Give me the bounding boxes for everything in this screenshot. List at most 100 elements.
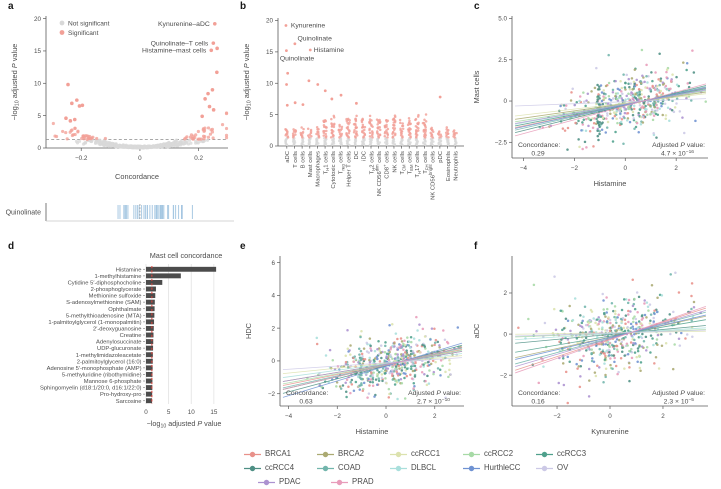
legend-marker-icon	[390, 465, 407, 471]
cohort-legend: BRCA1 BRCA2 ccRCC1 ccRCC2 ccRCC3 ccRCC4 COAD DL…	[244, 447, 664, 489]
category-labels: aDC T cells B cells Mast cells Macrophages TH…	[285, 150, 459, 200]
legend-marker-icon	[244, 465, 261, 471]
legend-cohort-label: ccRCC4	[265, 463, 295, 473]
legend-item-ccRCC2: ccRCC2	[463, 450, 536, 459]
x-tick-label: −2	[334, 413, 342, 420]
x-axis-title: Histamine	[356, 427, 389, 436]
bar-label: S-adenosylmethionine (SAM)	[66, 300, 141, 306]
y-tick-label: 0	[37, 145, 41, 152]
row-ticks	[143, 268, 145, 402]
bar-label: 5-methyluridine (ribothymidine)	[62, 373, 142, 379]
legend-marker-icon	[390, 451, 407, 457]
x-tick-label: 10	[188, 409, 196, 416]
y-tick-label: 0	[269, 143, 273, 150]
bar-label: 1-methylimidazoleacetate	[76, 353, 142, 359]
y-tick-label: 10	[266, 80, 274, 87]
x-axis-title: Kynurenine	[591, 427, 628, 436]
significant-points	[51, 21, 229, 142]
y-tick-label: 15	[266, 49, 274, 56]
y-tick-label: −2.5	[495, 140, 508, 147]
panel-letter-a: a	[8, 1, 14, 12]
legend-cohort-label: ccRCC3	[557, 449, 587, 459]
legend-row: PDAC PRAD	[258, 475, 664, 489]
category-label: TEM cells	[408, 151, 415, 174]
rug-label: Quinolinate	[6, 210, 41, 217]
panel-letter-e: e	[240, 241, 246, 252]
annotation-label: Quinolinate–T cells	[151, 40, 209, 47]
legend-cohort-label: PRAD	[352, 477, 374, 487]
category-label: T cells	[293, 151, 299, 168]
concordance-value: 0.16	[531, 399, 544, 406]
legend-item-HurthleCC: HurthleCC	[463, 464, 536, 473]
category-label: NK cells	[392, 151, 398, 173]
legend-item-PDAC: PDAC	[258, 478, 331, 487]
legend-cohort-label: ccRCC2	[484, 449, 514, 459]
category-label: Cytotoxic cells	[331, 151, 337, 189]
y-tick-label: −2	[500, 372, 508, 379]
bar-label: Pro-hydroxy-pro	[100, 392, 142, 398]
category-ticks	[286, 146, 456, 149]
panel-letter-c: c	[474, 1, 480, 12]
x-tick-label: 2	[661, 413, 665, 420]
bar-label: Ophthalmate	[108, 307, 141, 313]
panel-f-scatter-plot: −2 0 2 −2 0 2 Kynurenine aDC Concordance: 0.16 Adj…	[466, 246, 718, 442]
concordance-label: Concordance:	[518, 142, 560, 149]
panel-letter-f: f	[474, 241, 478, 252]
axes: −2 0 2 4 6 −4 −2 0 2 Histamine HDC	[244, 256, 464, 436]
plot-area	[514, 48, 707, 151]
y-tick-label: 20	[34, 16, 42, 23]
legend-item-ccRCC4: ccRCC4	[244, 464, 317, 473]
legend-marker-icon	[536, 465, 553, 471]
panel-a-volcano-plot: 0 5 10 15 20 −0.2 0 0.2 Concordance −log10 adjust…	[6, 6, 236, 238]
x-tick-label: −0.2	[75, 155, 88, 162]
category-label: pDC	[438, 150, 444, 163]
legend-label: Significant	[68, 30, 99, 37]
axes: −2 0 2 −2 0 2 Kynurenine aDC	[472, 256, 708, 436]
panel-c-scatter-plot: −2.5 0 2.5 5.0 −4 −2 0 2 Histamine Mast cells Conc…	[466, 6, 718, 196]
plot-legend: Not significant Significant	[59, 21, 110, 37]
axes: 0 5 10 15 20 −log10 adjusted P value	[242, 18, 464, 150]
y-axis-title: HDC	[244, 322, 253, 339]
legend-row: BRCA1 BRCA2 ccRCC1 ccRCC2 ccRCC3	[244, 447, 664, 461]
x-tick-label: 2	[674, 165, 678, 172]
category-label: aDC	[285, 150, 291, 163]
bar-label: 5-methylthioadenosine (MTA)	[66, 313, 142, 319]
category-label: CD8+ cells	[382, 151, 390, 179]
y-axis-title: aDC	[472, 323, 481, 338]
category-label: TFH cells	[423, 151, 430, 174]
y-tick-label: 5.0	[498, 16, 507, 23]
quinolinate-rug: Quinolinate	[6, 203, 234, 222]
bar-label: 1-methylhistamine	[94, 274, 141, 280]
legend-item-PRAD: PRAD	[331, 478, 404, 487]
y-tick-label: 2.5	[498, 57, 507, 64]
annotation-label: Histamine	[314, 47, 344, 54]
y-tick-label: −2	[268, 391, 276, 398]
y-axis-title: Mast cells	[472, 70, 481, 103]
legend-marker-icon	[463, 465, 480, 471]
stats-labels: Concordance: 0.16 Adjusted P value:2.3 × 1…	[518, 390, 705, 406]
x-axis-title: −log10 adjusted P value	[147, 419, 222, 430]
x-tick-label: 0	[138, 155, 142, 162]
legend-cohort-label: PDAC	[279, 477, 301, 487]
significant-points	[284, 24, 458, 139]
adjusted-p-label: Adjusted P value:	[652, 142, 705, 149]
regression-lines	[515, 305, 707, 374]
legend-item-ccRCC3: ccRCC3	[536, 450, 609, 459]
bar-label: Mannose 6-phosphate	[84, 379, 142, 385]
legend-marker-icon	[258, 479, 275, 485]
category-label: Mast cells	[308, 151, 314, 177]
category-label: TH17 cells	[415, 151, 422, 178]
c-scatter-svg: −2.5 0 2.5 5.0 −4 −2 0 2 Histamine Mast cells Conc…	[472, 16, 708, 188]
y-tick-label: 20	[266, 18, 274, 25]
y-tick-label: 0	[503, 98, 507, 105]
f-scatter-svg: −2 0 2 −2 0 2 Kynurenine aDC Concordance: 0.16 Adj…	[472, 256, 708, 436]
panel-letter-b: b	[240, 1, 247, 12]
bar-label: 2′-deoxyguanosine	[93, 327, 141, 333]
x-tick-label: 2	[433, 413, 437, 420]
nonsignificant-points	[74, 138, 210, 150]
annotation-label: Quinolinate	[280, 56, 315, 63]
adjusted-p-label: Adjusted P value:	[408, 390, 461, 397]
category-label: Treg cells	[339, 151, 346, 174]
